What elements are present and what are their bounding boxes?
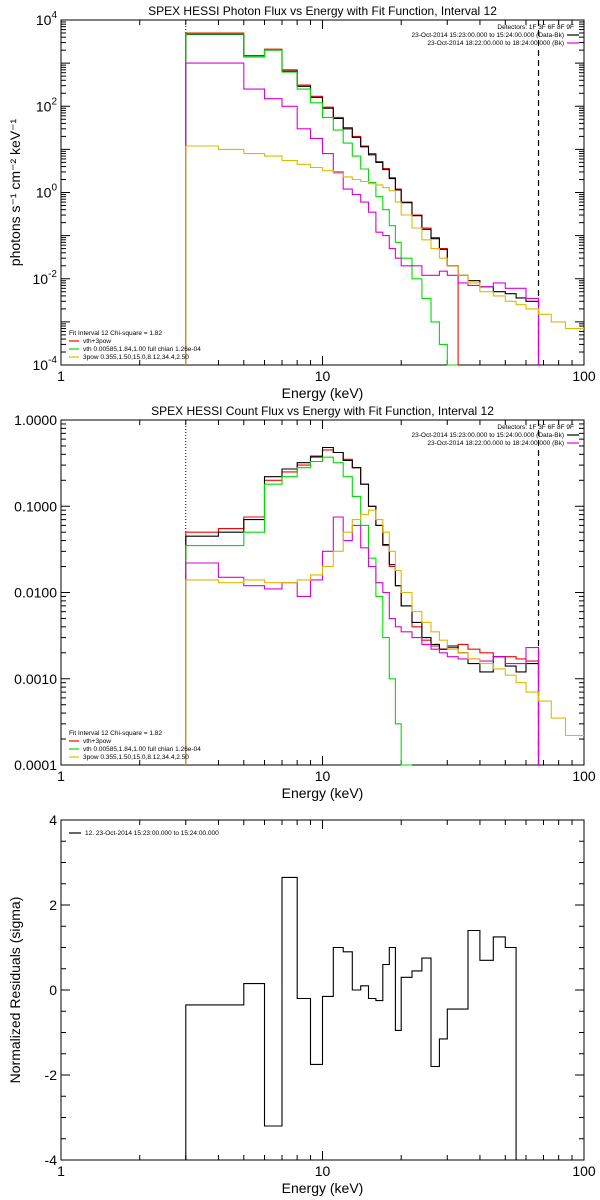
x-tick-label: 10 — [315, 768, 331, 784]
series-line-1 — [185, 32, 459, 365]
y-tick-label: 1.0000 — [14, 412, 57, 428]
fit-legend-entry-text: vth 0.00585,1.84,1.00 full chian 1.26e-0… — [83, 746, 201, 753]
legend-entry-text: 12. 23-Oct-2014 15:23:00.000 to 15:24:00… — [85, 830, 219, 837]
series-line-3 — [185, 456, 412, 766]
plot-frame — [60, 819, 585, 1161]
y-tick-label: 10-2 — [33, 269, 58, 287]
y-tick-label-base: 10 — [33, 357, 49, 373]
y-tick-label: -4 — [45, 1152, 58, 1168]
x-axis-label: Energy (keV) — [282, 785, 364, 801]
y-axis-label: Normalized Residuals (sigma) — [7, 897, 23, 1084]
chart-title: SPEX HESSI Photon Flux vs Energy with Fi… — [148, 4, 497, 18]
legend-entry-text: 23-Oct-2014 15:23:00.000 to 15:24:00.000… — [412, 432, 565, 439]
series-line-4 — [185, 516, 540, 765]
x-tick-label: 10 — [315, 368, 331, 384]
x-tick-label: 100 — [572, 768, 596, 784]
fit-legend-entry-text: vth 0.00585,1.84,1.00 full chian 1.26e-0… — [83, 346, 201, 353]
series-line-2 — [185, 446, 540, 765]
y-tick-label: -2 — [45, 1067, 58, 1083]
legend-entry-text: 23-Oct-2014 18:22:00.000 to 18:24:00.000… — [427, 40, 564, 47]
legend-heading: Detectors: 1F 3F 6F 8F 9F — [497, 24, 574, 31]
fit-legend-heading: Fit Interval 12 Chi-square = 1.82 — [69, 330, 162, 337]
y-tick-label: 0.0001 — [14, 757, 57, 773]
y-axis-label: photons s⁻¹ cm⁻² keV⁻¹ — [7, 118, 23, 266]
x-tick-label: 100 — [572, 1163, 596, 1179]
fit-legend-entry-text: vth+3pow — [83, 338, 111, 345]
x-axis-label: Energy (keV) — [282, 1180, 364, 1196]
legend-entry-text: 23-Oct-2014 18:22:00.000 to 18:24:00.000… — [427, 440, 564, 447]
plot-frame — [60, 419, 585, 766]
chart-panel-3: 1 10 100 4 2 0 -2 -4 Energy (keV) Normalized Resi… — [7, 812, 596, 1196]
fit-legend-entry-text: vth+3pow — [83, 738, 111, 745]
legend-entry-text: 23-Oct-2014 15:23:00.000 to 15:24:00.000… — [412, 32, 565, 39]
x-tick-label: 1 — [57, 368, 65, 384]
y-tick-label-exponent: 2 — [51, 96, 57, 107]
fit-legend-entry-text: 3pow 0.355,1.50,15.0,8.12,34.4,2.50 — [83, 354, 189, 361]
y-tick-label: 0 — [49, 982, 57, 998]
series-line-5 — [185, 509, 584, 765]
plot-frame — [60, 19, 585, 366]
y-tick-label: 0.0010 — [14, 671, 57, 687]
y-tick-label: 104 — [36, 10, 58, 28]
x-tick-label: 10 — [315, 1163, 331, 1179]
y-tick-label-base: 10 — [36, 98, 52, 114]
y-tick-label-exponent: -4 — [48, 355, 57, 366]
series-line-3 — [185, 33, 459, 366]
y-tick-label: 0.1000 — [14, 498, 57, 514]
y-tick-label-exponent: 0 — [51, 183, 57, 194]
y-tick-label-base: 10 — [36, 12, 52, 28]
y-tick-label-exponent: 4 — [51, 10, 57, 21]
chart-panel-2: SPEX HESSI Count Flux vs Energy with Fit… — [14, 404, 596, 801]
fit-legend-entry-text: 3pow 0.355,1.50,15.0,8.12,34.4,2.50 — [83, 754, 189, 761]
x-tick-label: 1 — [57, 1163, 65, 1179]
series-line-2 — [185, 33, 540, 365]
y-tick-label: 4 — [49, 812, 57, 828]
series-line-1 — [185, 876, 517, 1160]
fit-legend-heading: Fit Interval 12 Chi-square = 1.82 — [69, 730, 162, 737]
series-line-5 — [185, 145, 584, 365]
legend-heading: Detectors: 1F 3F 6F 8F 9F — [497, 424, 574, 431]
x-tick-label: 100 — [572, 368, 596, 384]
y-tick-label-exponent: -2 — [48, 269, 57, 280]
series-line-4 — [185, 62, 540, 365]
y-tick-label-base: 10 — [33, 271, 49, 287]
y-tick-label: 2 — [49, 897, 57, 913]
y-tick-label-base: 10 — [36, 185, 52, 201]
y-tick-label: 10-4 — [33, 355, 58, 373]
chart-panel-1: SPEX HESSI Photon Flux vs Energy with Fi… — [7, 4, 596, 401]
chart-title: SPEX HESSI Count Flux vs Energy with Fit… — [151, 404, 494, 418]
y-tick-label: 0.0100 — [14, 585, 57, 601]
y-tick-label: 102 — [36, 96, 58, 114]
x-tick-label: 1 — [57, 768, 65, 784]
y-tick-label: 100 — [36, 183, 58, 201]
series-line-1 — [185, 449, 540, 765]
x-axis-label: Energy (keV) — [282, 385, 364, 401]
